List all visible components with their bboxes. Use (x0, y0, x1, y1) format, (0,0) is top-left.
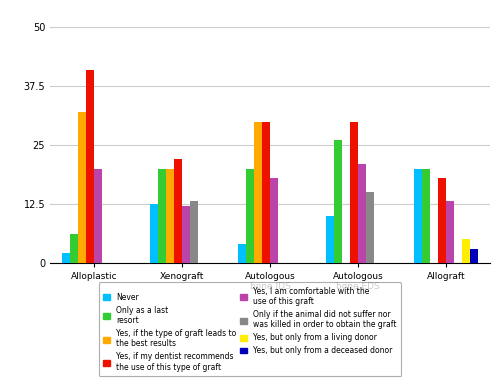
Bar (62, 253, 70, 263)
Bar (366, 192, 374, 263)
Bar (182, 206, 190, 263)
Bar (334, 140, 342, 263)
Bar (350, 122, 358, 263)
Bar (86, 70, 94, 263)
Bar (422, 169, 430, 263)
Bar (414, 169, 422, 263)
Bar (470, 249, 478, 263)
Bar (462, 239, 470, 263)
Bar (94, 169, 102, 263)
Bar (150, 204, 158, 263)
Bar (446, 201, 454, 263)
Bar (254, 122, 262, 263)
Bar (70, 234, 78, 263)
Bar (246, 169, 254, 263)
Legend: Never, Only as a last
resort, Yes, if the type of graft leads to
the best result: Never, Only as a last resort, Yes, if th… (98, 282, 402, 376)
Bar (158, 169, 166, 263)
Bar (238, 244, 246, 263)
Bar (190, 201, 198, 263)
Bar (270, 178, 278, 263)
Bar (438, 178, 446, 263)
Bar (78, 112, 86, 263)
Bar (166, 169, 174, 263)
Bar (174, 159, 182, 263)
Bar (262, 122, 270, 263)
Bar (326, 216, 334, 263)
Bar (358, 164, 366, 263)
